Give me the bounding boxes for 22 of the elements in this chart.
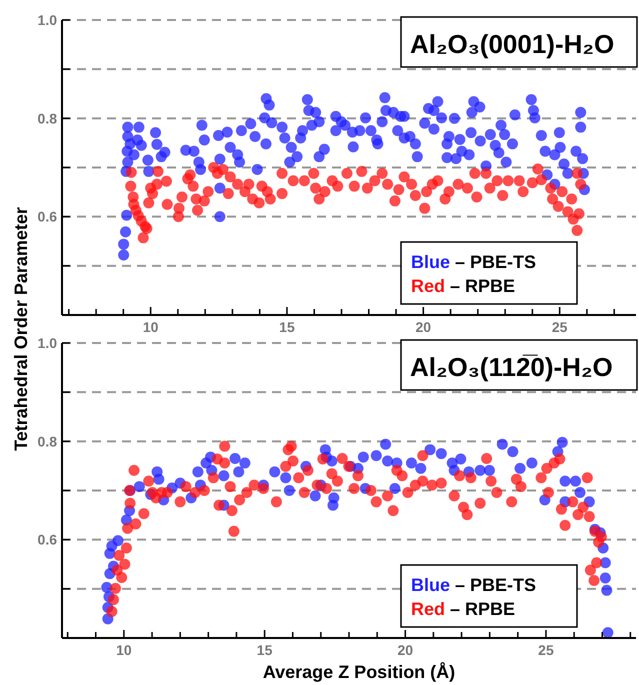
x-tick-label: 10 (116, 642, 132, 658)
text: Red – RPBE (411, 599, 516, 619)
y-tick-label: 1.0 (38, 335, 58, 351)
text: Red – RPBE (411, 276, 516, 296)
y-tick-label: 1.0 (38, 12, 58, 28)
x-tick-label: 15 (256, 642, 273, 658)
y-axis-title: Tetrahedral Order Parameter (11, 207, 31, 451)
text: Blue – PBE-TS (411, 252, 536, 272)
y-tick-label: 0.8 (38, 433, 58, 450)
annotation: Al₂O₃(112̅0)-H₂O (410, 352, 613, 382)
x-tick-label: 15 (279, 319, 295, 335)
annotation: Al₂O₃(0001)-H₂O (410, 29, 614, 59)
x-tick-label: 20 (397, 642, 414, 658)
x-tick-label: 10 (142, 319, 159, 335)
text: Blue – PBE-TS (411, 575, 536, 595)
x-tick-label: 20 (416, 319, 432, 335)
x-axis-title: Average Z Position (Å) (262, 662, 456, 682)
x-tick-label: 25 (538, 642, 554, 658)
y-tick-label: 0.8 (38, 110, 58, 126)
x-tick-label: 25 (552, 319, 568, 335)
y-tick-label: 0.6 (38, 208, 58, 225)
y-tick-label: 0.6 (38, 532, 58, 548)
